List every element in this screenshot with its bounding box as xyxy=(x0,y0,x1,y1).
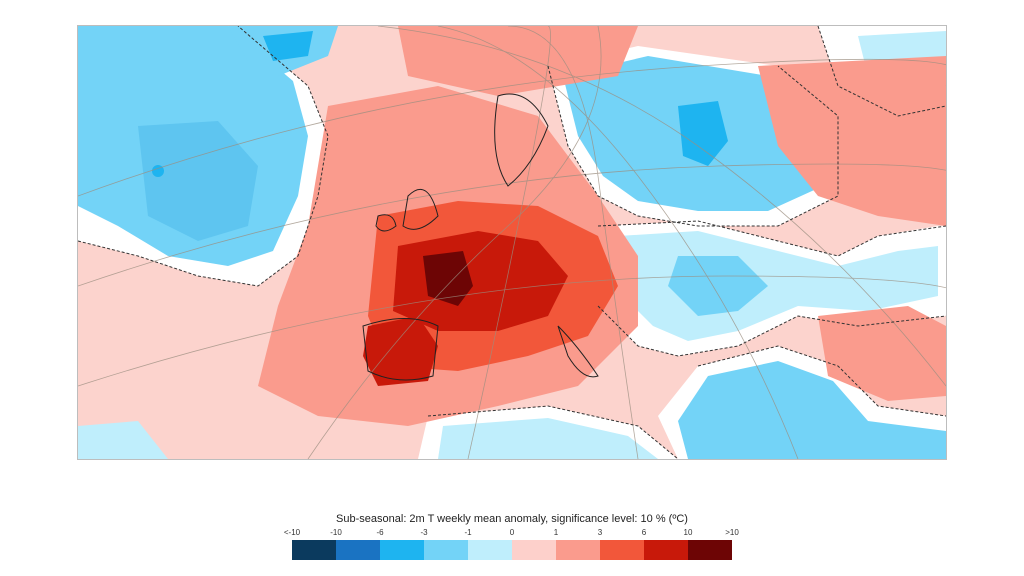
legend-tick-label: >10 xyxy=(725,528,739,537)
legend-swatch xyxy=(600,540,644,560)
legend-tick-label: 3 xyxy=(597,528,603,537)
legend-tick-label: 10 xyxy=(683,528,693,537)
legend-tick-label: -3 xyxy=(420,528,428,537)
color-legend: <-10 -10 -6 -3 -1 0 1 3 6 10 >10 xyxy=(284,528,739,560)
legend-swatch xyxy=(380,540,424,560)
legend-tick-label: 6 xyxy=(641,528,647,537)
coastlines xyxy=(362,93,599,381)
graticule xyxy=(78,26,946,459)
legend-swatch xyxy=(512,540,556,560)
legend-swatch xyxy=(556,540,600,560)
legend-swatch xyxy=(424,540,468,560)
legend-swatch xyxy=(688,540,732,560)
legend-swatch xyxy=(644,540,688,560)
legend-tick-label: 0 xyxy=(509,528,515,537)
legend-tick-label: 1 xyxy=(553,528,559,537)
legend-tick-label: -6 xyxy=(376,528,384,537)
map-caption: Sub-seasonal: 2m T weekly mean anomaly, … xyxy=(336,513,688,525)
anomaly-map xyxy=(77,25,947,460)
legend-swatch xyxy=(468,540,512,560)
legend-tick-label: -1 xyxy=(464,528,472,537)
legend-tick-label: <-10 xyxy=(283,528,301,537)
legend-swatch xyxy=(336,540,380,560)
significance-contours xyxy=(78,26,946,459)
legend-swatch xyxy=(292,540,336,560)
warm-anomaly-regions xyxy=(258,26,946,426)
legend-tick-label: -10 xyxy=(330,528,342,537)
